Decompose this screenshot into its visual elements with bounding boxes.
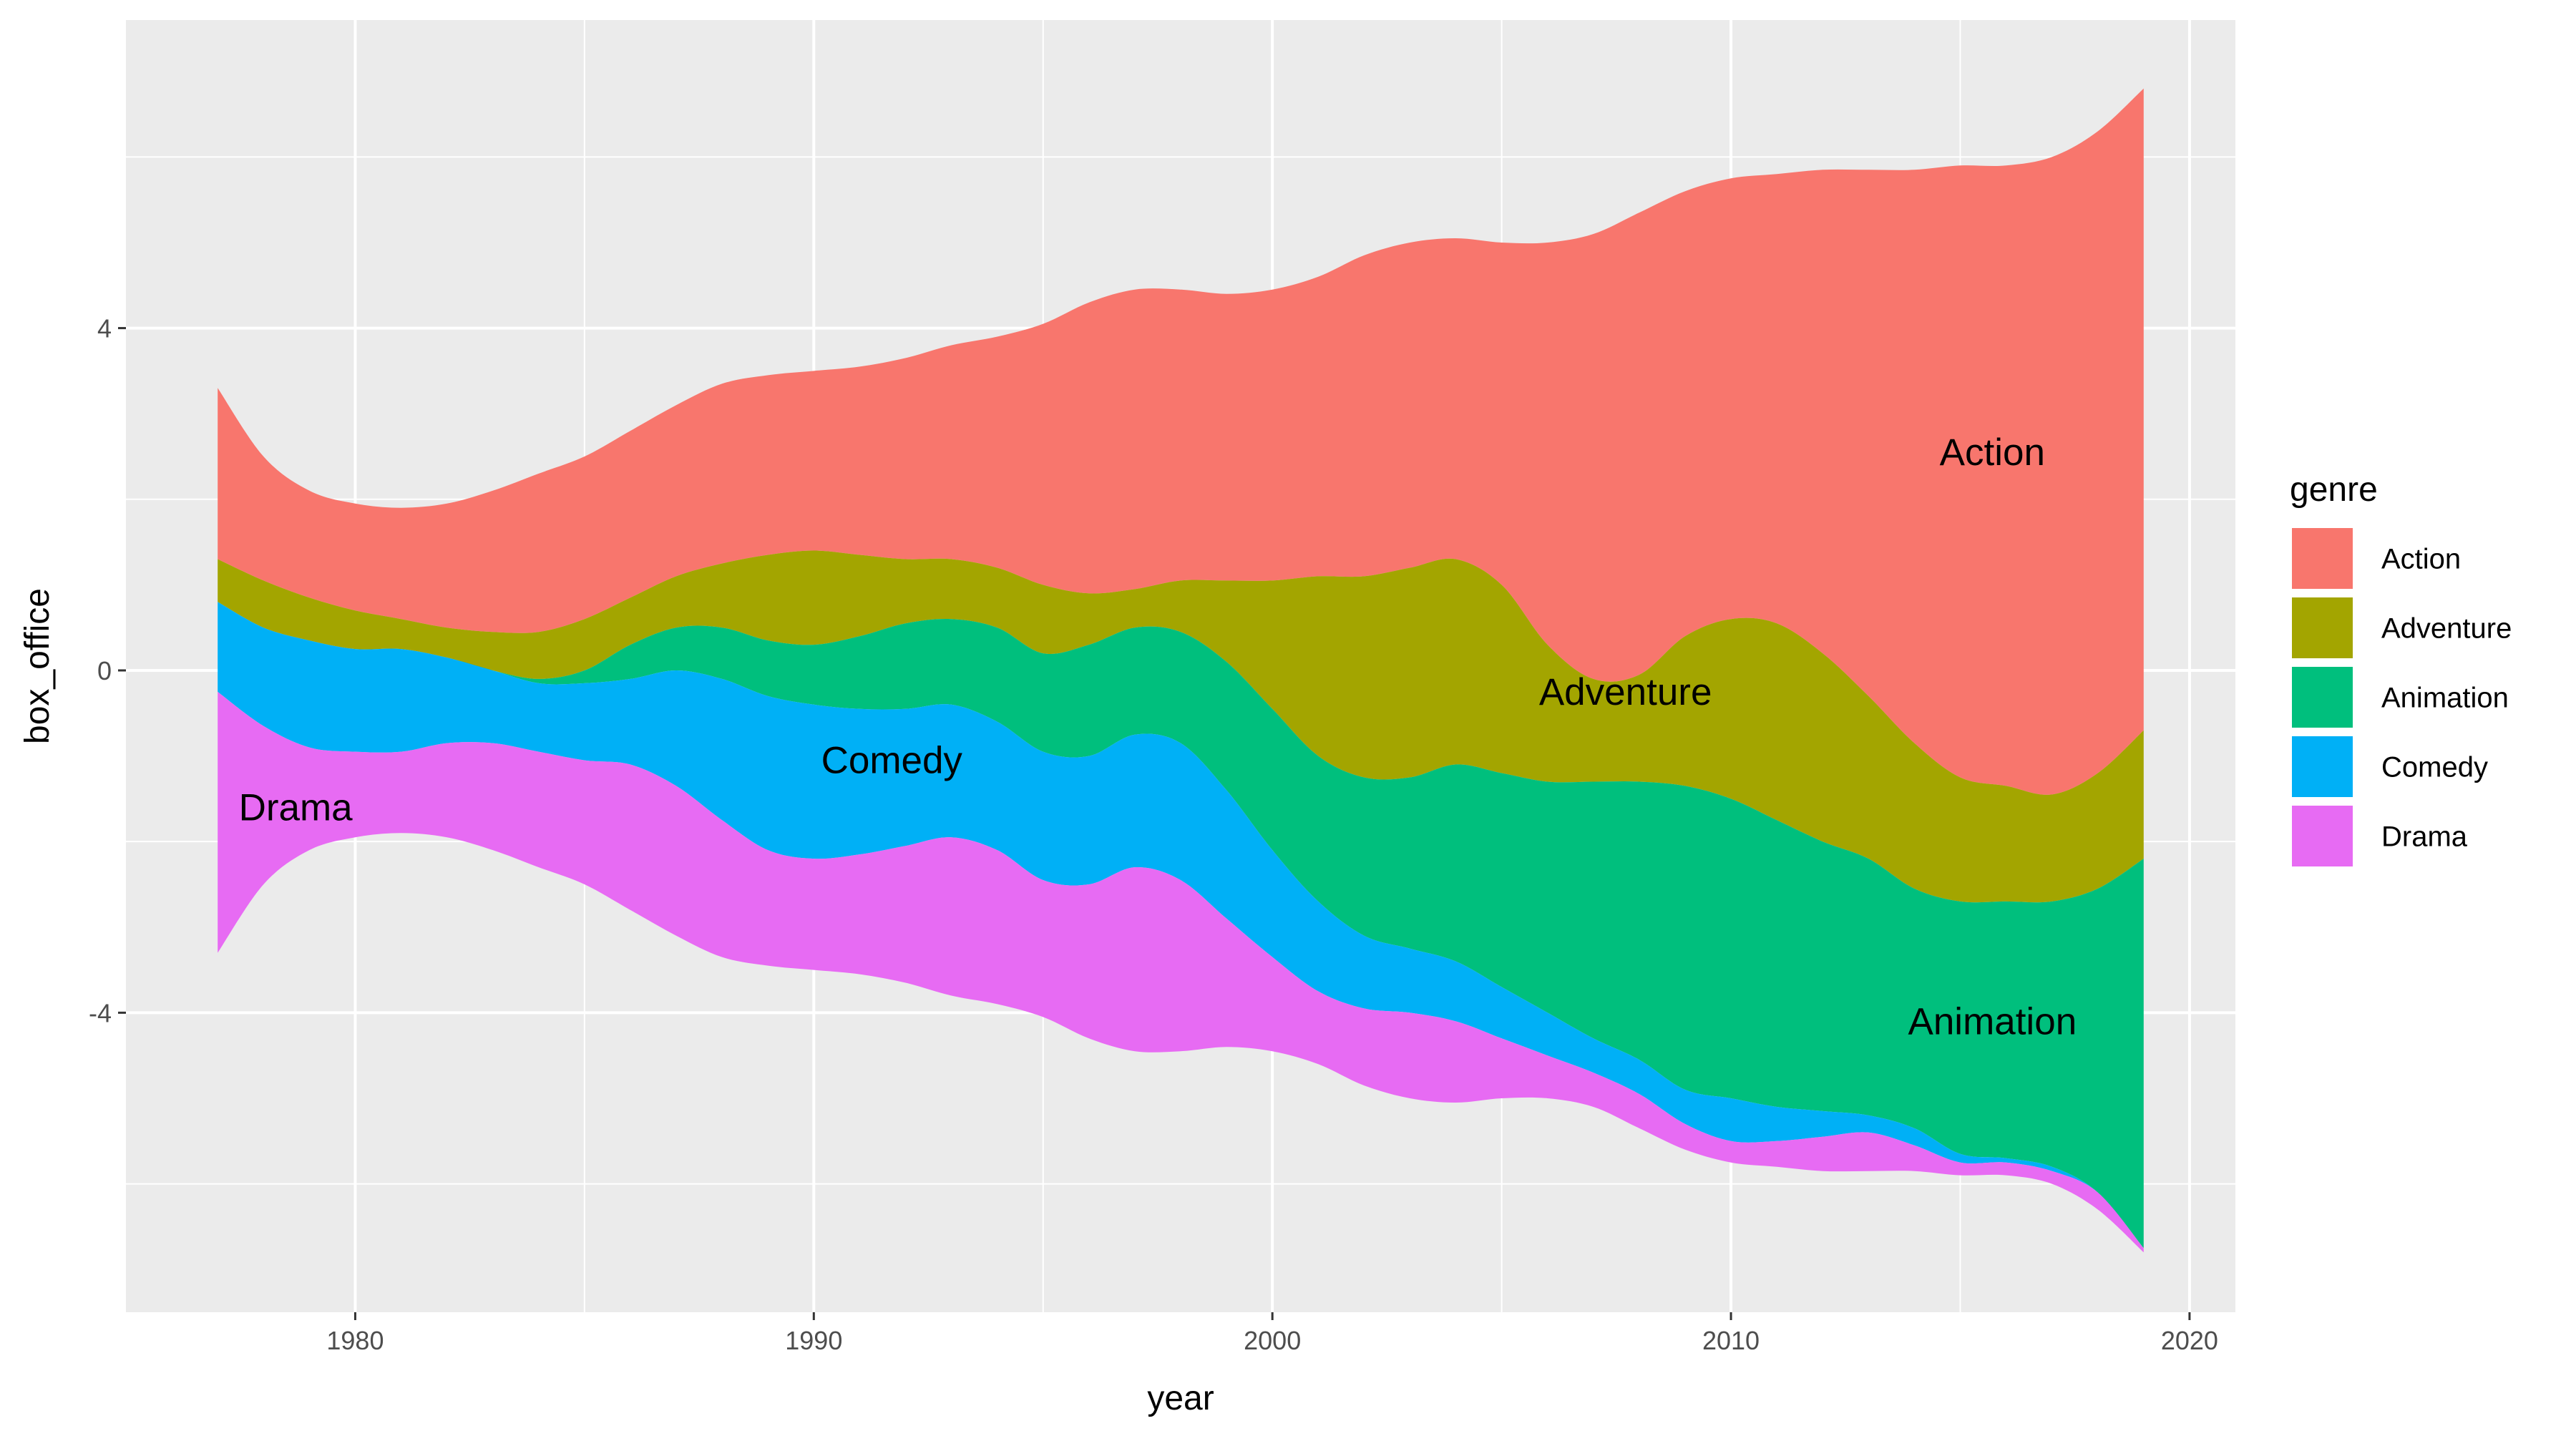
legend-title: genre <box>2290 471 2378 509</box>
y-axis: -4 0 4 <box>89 314 126 1027</box>
x-axis: 1980 1990 2000 2010 2020 <box>326 1312 2218 1355</box>
x-axis-title: year <box>1147 1379 1214 1417</box>
y-tick-label: 4 <box>97 314 112 343</box>
stream-drama <box>218 691 2144 1253</box>
legend: genre Action Adventure Animation Comedy Dram… <box>2290 471 2512 866</box>
stream-adventure <box>218 550 2144 903</box>
stream-label-animation: Animation <box>1908 1000 2077 1042</box>
legend-key-animation <box>2292 667 2353 728</box>
stream-label-drama: Drama <box>239 786 353 829</box>
y-tick-label: 0 <box>97 656 112 685</box>
y-axis-title: box_office <box>19 588 57 744</box>
stream-action <box>218 88 2144 795</box>
legend-label-action: Action <box>2381 544 2461 575</box>
x-tick-label: 2020 <box>2161 1326 2218 1355</box>
x-tick-label: 1990 <box>785 1326 842 1355</box>
stream-labels: Action Adventure Animation Comedy Drama <box>239 431 2077 1042</box>
stream-animation <box>218 602 2144 1249</box>
legend-key-action <box>2292 528 2353 589</box>
stream-layers <box>218 88 2144 1253</box>
stream-label-adventure: Adventure <box>1539 671 1712 713</box>
legend-key-adventure <box>2292 597 2353 658</box>
x-tick-label: 2010 <box>1702 1326 1760 1355</box>
legend-key-drama <box>2292 806 2353 866</box>
legend-key-comedy <box>2292 736 2353 797</box>
stream-comedy <box>218 602 2144 1249</box>
legend-label-drama: Drama <box>2381 821 2468 853</box>
legend-label-comedy: Comedy <box>2381 752 2488 783</box>
legend-label-adventure: Adventure <box>2381 613 2512 645</box>
x-tick-label: 1980 <box>326 1326 384 1355</box>
x-tick-label: 2000 <box>1244 1326 1301 1355</box>
legend-label-animation: Animation <box>2381 683 2509 714</box>
stream-label-comedy: Comedy <box>821 740 963 782</box>
y-tick-label: -4 <box>89 998 112 1027</box>
stream-label-action: Action <box>1940 431 2045 474</box>
